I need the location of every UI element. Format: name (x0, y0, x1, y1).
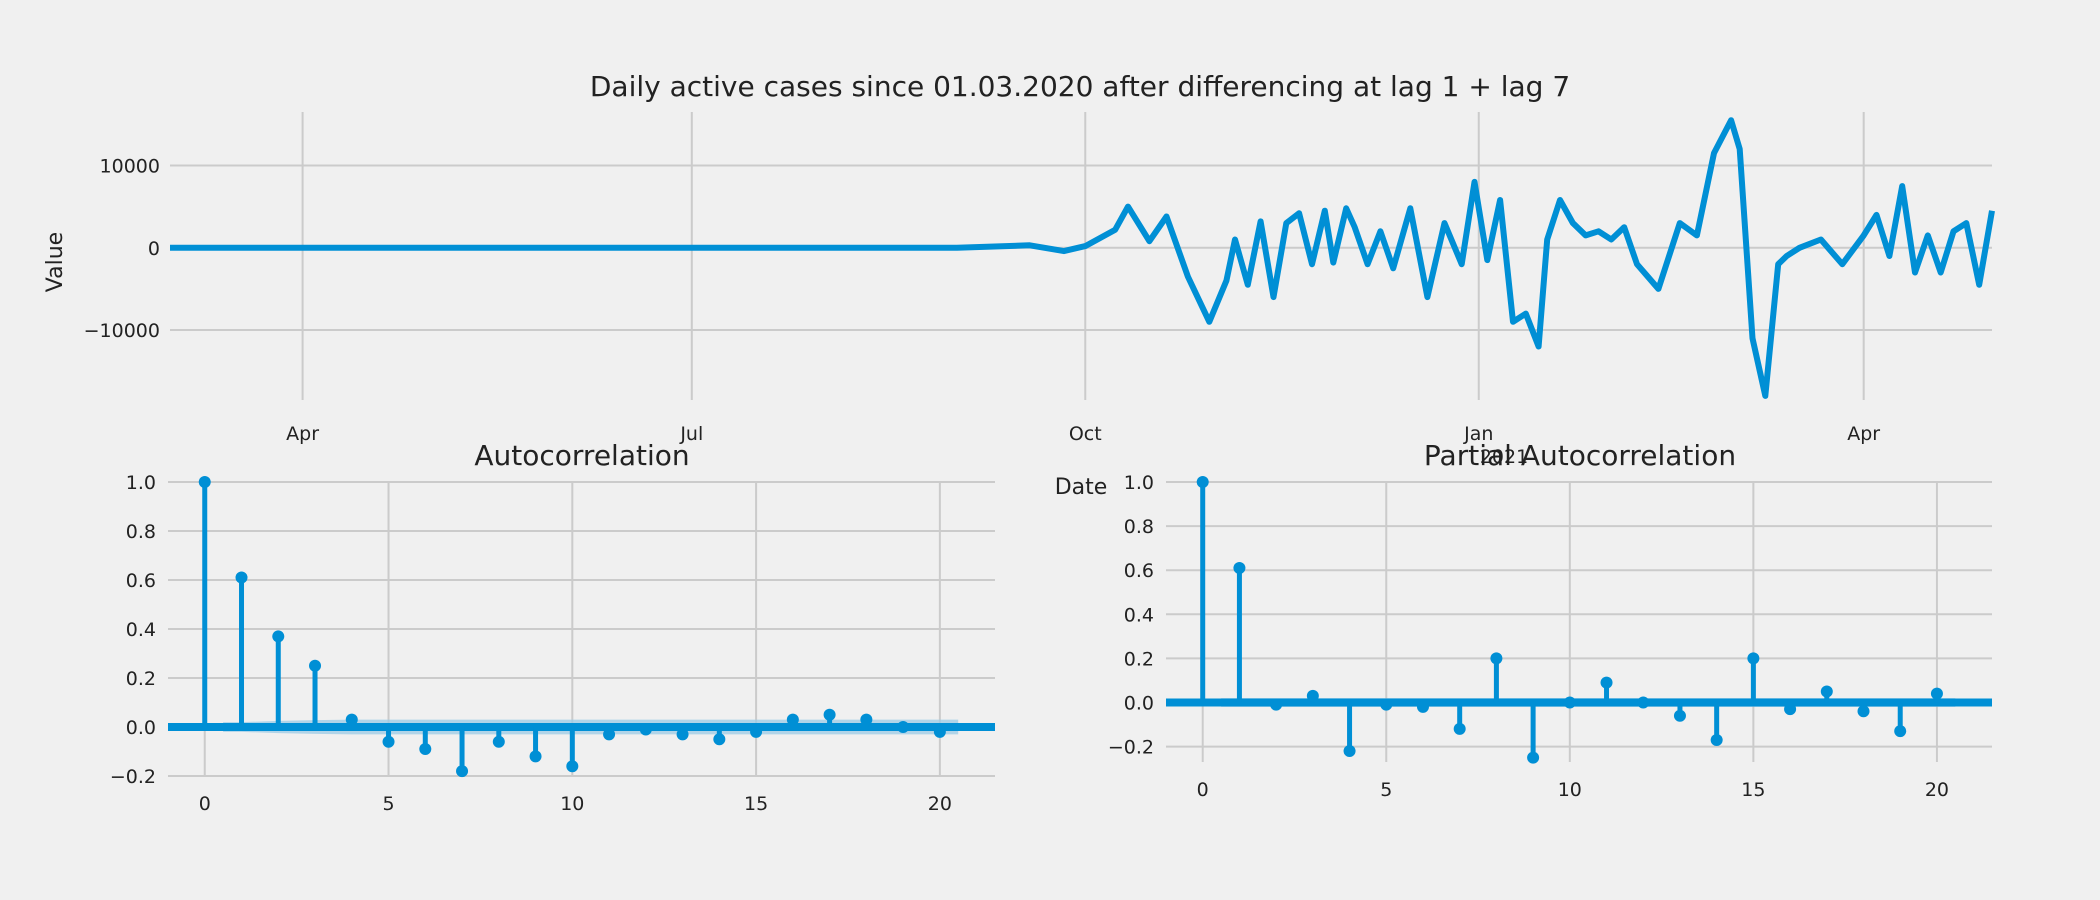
pacf-x-ticks: 0 5 10 15 20 (1197, 779, 1949, 801)
acf-point (713, 733, 726, 746)
pacf-x-tick-label: 10 (1558, 779, 1582, 801)
acf-y-tick-label: 0.0 (126, 717, 156, 739)
pacf-y-tick-label: 0.4 (1124, 604, 1154, 626)
pacf-point (1747, 652, 1760, 665)
timeseries-y-ticks: 10000 0 −10000 (84, 155, 160, 342)
acf-point (603, 728, 616, 741)
acf-x-tick-label: 5 (382, 793, 394, 815)
pacf-panel: 1.0 0.8 0.6 0.4 0.2 0.0 −0.2 0 5 10 15 20 Partial … (1108, 439, 1992, 801)
timeseries-y-tick-label: −10000 (84, 320, 160, 342)
pacf-x-tick-label: 5 (1380, 779, 1392, 801)
acf-x-tick-label: 10 (560, 793, 584, 815)
acf-x-tick-label: 20 (928, 793, 952, 815)
acf-point (382, 735, 395, 748)
acf-y-tick-label: 1.0 (126, 472, 156, 494)
timeseries-grid (170, 112, 1992, 400)
acf-stems (168, 476, 995, 778)
acf-point (235, 571, 248, 584)
pacf-point (1270, 698, 1283, 711)
pacf-point (1563, 696, 1576, 709)
acf-y-tick-label: 0.6 (126, 570, 156, 592)
acf-point (786, 713, 799, 726)
acf-point (456, 765, 469, 778)
pacf-point (1637, 696, 1650, 709)
timeseries-x-year-label: 2021 (1480, 446, 1528, 468)
timeseries-x-tick-label: Jan (1463, 423, 1493, 445)
timeseries-x-ticks: Apr Jul Oct Jan Apr (286, 423, 1880, 445)
pacf-point (1820, 685, 1833, 698)
pacf-point (1306, 689, 1319, 702)
pacf-y-tick-label: −0.2 (1108, 737, 1154, 759)
timeseries-title: Daily active cases since 01.03.2020 afte… (590, 70, 1570, 103)
pacf-y-tick-label: 1.0 (1124, 472, 1154, 494)
pacf-point (1930, 687, 1943, 700)
pacf-y-tick-label: 0.2 (1124, 648, 1154, 670)
acf-point (860, 713, 873, 726)
timeseries-x-tick-label: Jul (679, 423, 703, 445)
pacf-x-tick-label: 20 (1925, 779, 1949, 801)
acf-x-ticks: 0 5 10 15 20 (199, 793, 952, 815)
pacf-point (1527, 751, 1540, 764)
pacf-point (1233, 561, 1246, 574)
acf-panel: 1.0 0.8 0.6 0.4 0.2 0.0 −0.2 0 5 10 15 20 Autocorr… (110, 439, 995, 815)
acf-point (419, 743, 432, 756)
timeseries-x-tick-label: Oct (1069, 423, 1102, 445)
acf-y-tick-label: 0.4 (126, 619, 156, 641)
timeseries-x-tick-label: Apr (1847, 423, 1880, 445)
pacf-point (1857, 705, 1870, 718)
acf-point (345, 713, 358, 726)
pacf-title: Partial Autocorrelation (1424, 439, 1736, 472)
pacf-point (1196, 476, 1209, 488)
acf-point (897, 721, 910, 733)
acf-title: Autocorrelation (474, 439, 689, 472)
pacf-point (1894, 725, 1907, 738)
pacf-point (1673, 709, 1686, 722)
pacf-point (1600, 676, 1613, 689)
acf-point (309, 659, 322, 672)
acf-y-ticks: 1.0 0.8 0.6 0.4 0.2 0.0 −0.2 (110, 472, 156, 788)
pacf-y-tick-label: 0.6 (1124, 560, 1154, 582)
pacf-point (1784, 703, 1797, 716)
acf-point (529, 750, 542, 763)
acf-y-tick-label: 0.2 (126, 668, 156, 690)
timeseries-panel: 10000 0 −10000 Apr Jul Oct Jan Apr Daily activ… (43, 70, 1995, 500)
timeseries-y-label: Value (43, 232, 68, 292)
acf-point (566, 760, 579, 773)
acf-point (750, 725, 763, 738)
acf-point (198, 476, 211, 488)
pacf-x-tick-label: 15 (1741, 779, 1765, 801)
acf-point (492, 735, 505, 748)
timeseries-y-tick-label: 0 (148, 238, 160, 260)
acf-point (639, 723, 652, 736)
acf-y-tick-label: 0.8 (126, 521, 156, 543)
timeseries-line (170, 117, 1995, 399)
pacf-x-tick-label: 0 (1197, 779, 1209, 801)
acf-point (272, 630, 285, 643)
pacf-point (1453, 722, 1466, 735)
acf-point (933, 725, 946, 738)
pacf-y-tick-label: 0.8 (1124, 516, 1154, 538)
acf-point (676, 728, 689, 741)
pacf-point (1380, 698, 1393, 711)
pacf-y-tick-label: 0.0 (1124, 692, 1154, 714)
acf-y-tick-label: −0.2 (110, 766, 156, 788)
acf-point (823, 708, 836, 721)
pacf-grid (1166, 481, 1992, 762)
acf-x-tick-label: 0 (199, 793, 211, 815)
pacf-stems (1166, 476, 1992, 764)
timeseries-x-label: Date (1055, 475, 1108, 500)
timeseries-y-tick-label: 10000 (100, 155, 160, 177)
acf-x-tick-label: 15 (744, 793, 768, 815)
pacf-point (1710, 733, 1723, 746)
pacf-point (1343, 744, 1356, 757)
pacf-y-ticks: 1.0 0.8 0.6 0.4 0.2 0.0 −0.2 (1108, 472, 1154, 759)
pacf-point (1490, 652, 1503, 665)
timeseries-x-tick-label: Apr (286, 423, 319, 445)
pacf-point (1416, 700, 1429, 713)
